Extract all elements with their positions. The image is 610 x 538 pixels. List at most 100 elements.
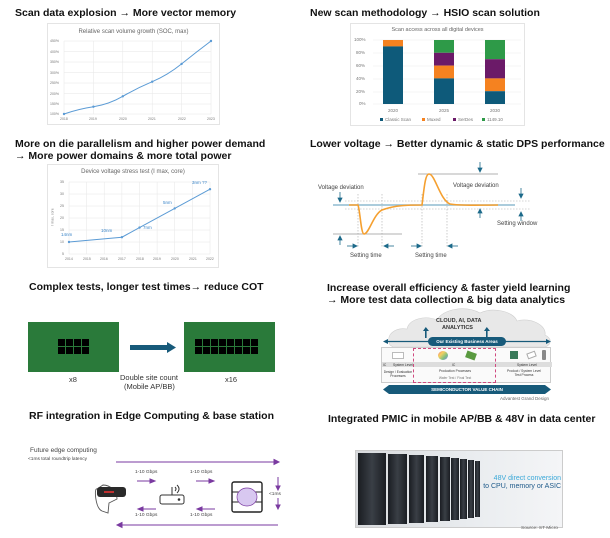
- legend-muxed: Muxed: [427, 117, 441, 122]
- y-tick: 450%: [50, 39, 59, 43]
- wafer-icon: [438, 351, 448, 360]
- panel-title-analytics-line2: → More test data collection & big data a…: [327, 294, 566, 306]
- roundtrip-latency-label: <1ms total roundtrip latency: [28, 457, 88, 462]
- panel-title-cot: Complex tests, longer test times→ reduce…: [29, 281, 264, 293]
- cloud-shape: [388, 308, 551, 348]
- y-tick: 300%: [50, 70, 59, 75]
- card-icon: [526, 350, 537, 360]
- pmic-subline: to CPU, memory or ASIC: [483, 483, 561, 490]
- row-label-system-right: System Level: [517, 362, 537, 367]
- y-tick: 200%: [50, 91, 59, 96]
- row-label-ic-left: IC: [383, 362, 387, 367]
- y-tick: 350%: [50, 60, 59, 64]
- load-board-x8: [28, 322, 119, 372]
- scan-access-plot: [373, 39, 521, 121]
- device-icon: [542, 350, 546, 360]
- point-label: 7nm: [143, 225, 152, 230]
- y-tick: 15: [60, 228, 64, 232]
- y-tick: 20: [60, 216, 64, 220]
- double-site-count-label: Double site count: [120, 373, 178, 382]
- board-icon: [510, 351, 518, 359]
- x-tick: 2021: [148, 117, 156, 121]
- production-label: Production Processes: [438, 369, 472, 373]
- site-grid-x8: [58, 339, 89, 354]
- edge-server-icon: [231, 481, 263, 513]
- y-tick: 30: [60, 192, 64, 196]
- cloud-label-line1: CLOUD, AI, DATA: [436, 318, 482, 324]
- y-tick: 10: [60, 240, 64, 244]
- chart-title: Scan access across all digital devices: [391, 27, 484, 33]
- x-tick: 2022: [178, 117, 186, 121]
- panel-title-voltage: Lower voltage → Better dynamic & static …: [310, 138, 605, 150]
- x-tick: 2023: [207, 117, 215, 121]
- x-tick: 2020: [119, 117, 127, 121]
- panel-title-rf: RF integration in Edge Computing & base …: [29, 410, 275, 422]
- legend-serdes: SerDes: [458, 117, 474, 122]
- y-tick: 80%: [356, 50, 366, 55]
- wafer-final-label: Wafer Test / Final Test: [438, 376, 472, 380]
- server-rack: [475, 461, 480, 517]
- system-icon-left: [392, 352, 404, 359]
- x-tick: 2015: [83, 257, 91, 261]
- row-divider: [382, 362, 552, 367]
- chart-title: Device voltage stress test (I max, core): [81, 169, 185, 175]
- router-icon: [159, 484, 185, 505]
- future-edge-label: Future edge computing: [30, 447, 97, 454]
- vr-headset-icon: [94, 484, 126, 514]
- panel-title-analytics-line1: Increase overall efficiency & faster yie…: [327, 282, 571, 294]
- x16-label: x16: [225, 375, 238, 384]
- x-tick: 2014: [65, 257, 73, 261]
- point-label: 14nm: [61, 232, 73, 237]
- scan-volume-plot: [62, 39, 213, 116]
- voltage-stress-chart: Device voltage stress test (I max, core)…: [47, 164, 219, 268]
- scan-access-chart: Scan access across all digital devices 1…: [350, 23, 525, 126]
- server-rack: [460, 459, 467, 519]
- y-tick: 250%: [50, 81, 59, 85]
- voltage-deviation-right-label: Voltage deviation: [453, 183, 499, 189]
- value-chain-label: SEMICONDUCTOR VALUE CHAIN: [431, 386, 503, 392]
- value-chain-table: IC System Level IC System Level Design /…: [381, 347, 552, 383]
- y-tick: 25: [60, 204, 64, 208]
- design-eval-label: Design / Evaluation Processes: [383, 370, 413, 378]
- chart-title: Relative scan volume growth (SOC, max): [78, 29, 189, 35]
- business-areas-label: Our Existing Business Areas: [436, 338, 498, 344]
- point-label: 10nm: [101, 228, 113, 233]
- rate-bottom-left: 1-10 Gbps: [135, 513, 158, 518]
- product-system-label: Product / System Level Test Process: [507, 369, 541, 377]
- x-tick: 2019: [89, 117, 97, 121]
- setting-window-label: Setting window: [497, 221, 538, 227]
- x-tick: 2018: [60, 117, 68, 121]
- server-rack: [440, 457, 450, 521]
- latency-label: <1ms: [269, 492, 281, 497]
- y-tick: 400%: [50, 49, 59, 54]
- panel-title-pmic: Integrated PMIC in mobile AP/BB & 48V in…: [328, 413, 596, 425]
- point-label: 5nm: [163, 200, 172, 205]
- server-rack: [451, 458, 459, 520]
- panel-title-scan-data: Scan data explosion → More vector memory: [15, 7, 237, 19]
- load-board-x16: [184, 322, 275, 372]
- server-rack: [388, 454, 407, 524]
- x-tick: 2030: [490, 108, 501, 113]
- x-tick: 2021: [189, 257, 197, 261]
- server-rack: [409, 455, 424, 523]
- dps-waveform-diagram: [333, 162, 530, 249]
- legend-1149-10: 1149.10: [487, 117, 503, 122]
- panel-title-power-line1: More on die parallelism and higher power…: [15, 138, 266, 150]
- setting-time-label-2: Setting time: [415, 253, 447, 259]
- rate-top-right: 1-10 Gbps: [190, 470, 213, 475]
- rf-edge-diagram: [94, 458, 281, 529]
- y-axis-label: I max, core: [50, 208, 55, 226]
- setting-time-label-1: Setting time: [350, 253, 382, 259]
- rate-top-left: 1-10 Gbps: [135, 470, 158, 475]
- site-grid-x16: [195, 339, 258, 354]
- x-tick: 2018: [136, 257, 144, 261]
- server-rack: [358, 453, 386, 525]
- y-tick: 100%: [354, 37, 366, 42]
- server-rack: [468, 460, 474, 518]
- voltage-deviation-left-label: Voltage deviation: [318, 185, 364, 191]
- y-tick: 150%: [50, 102, 59, 106]
- x-tick: 2016: [100, 257, 108, 261]
- x8-label: x8: [69, 375, 77, 384]
- panel-title-hsio: New scan methodology → HSIO scan solutio…: [310, 7, 540, 19]
- double-site-arrow-icon: [130, 342, 176, 353]
